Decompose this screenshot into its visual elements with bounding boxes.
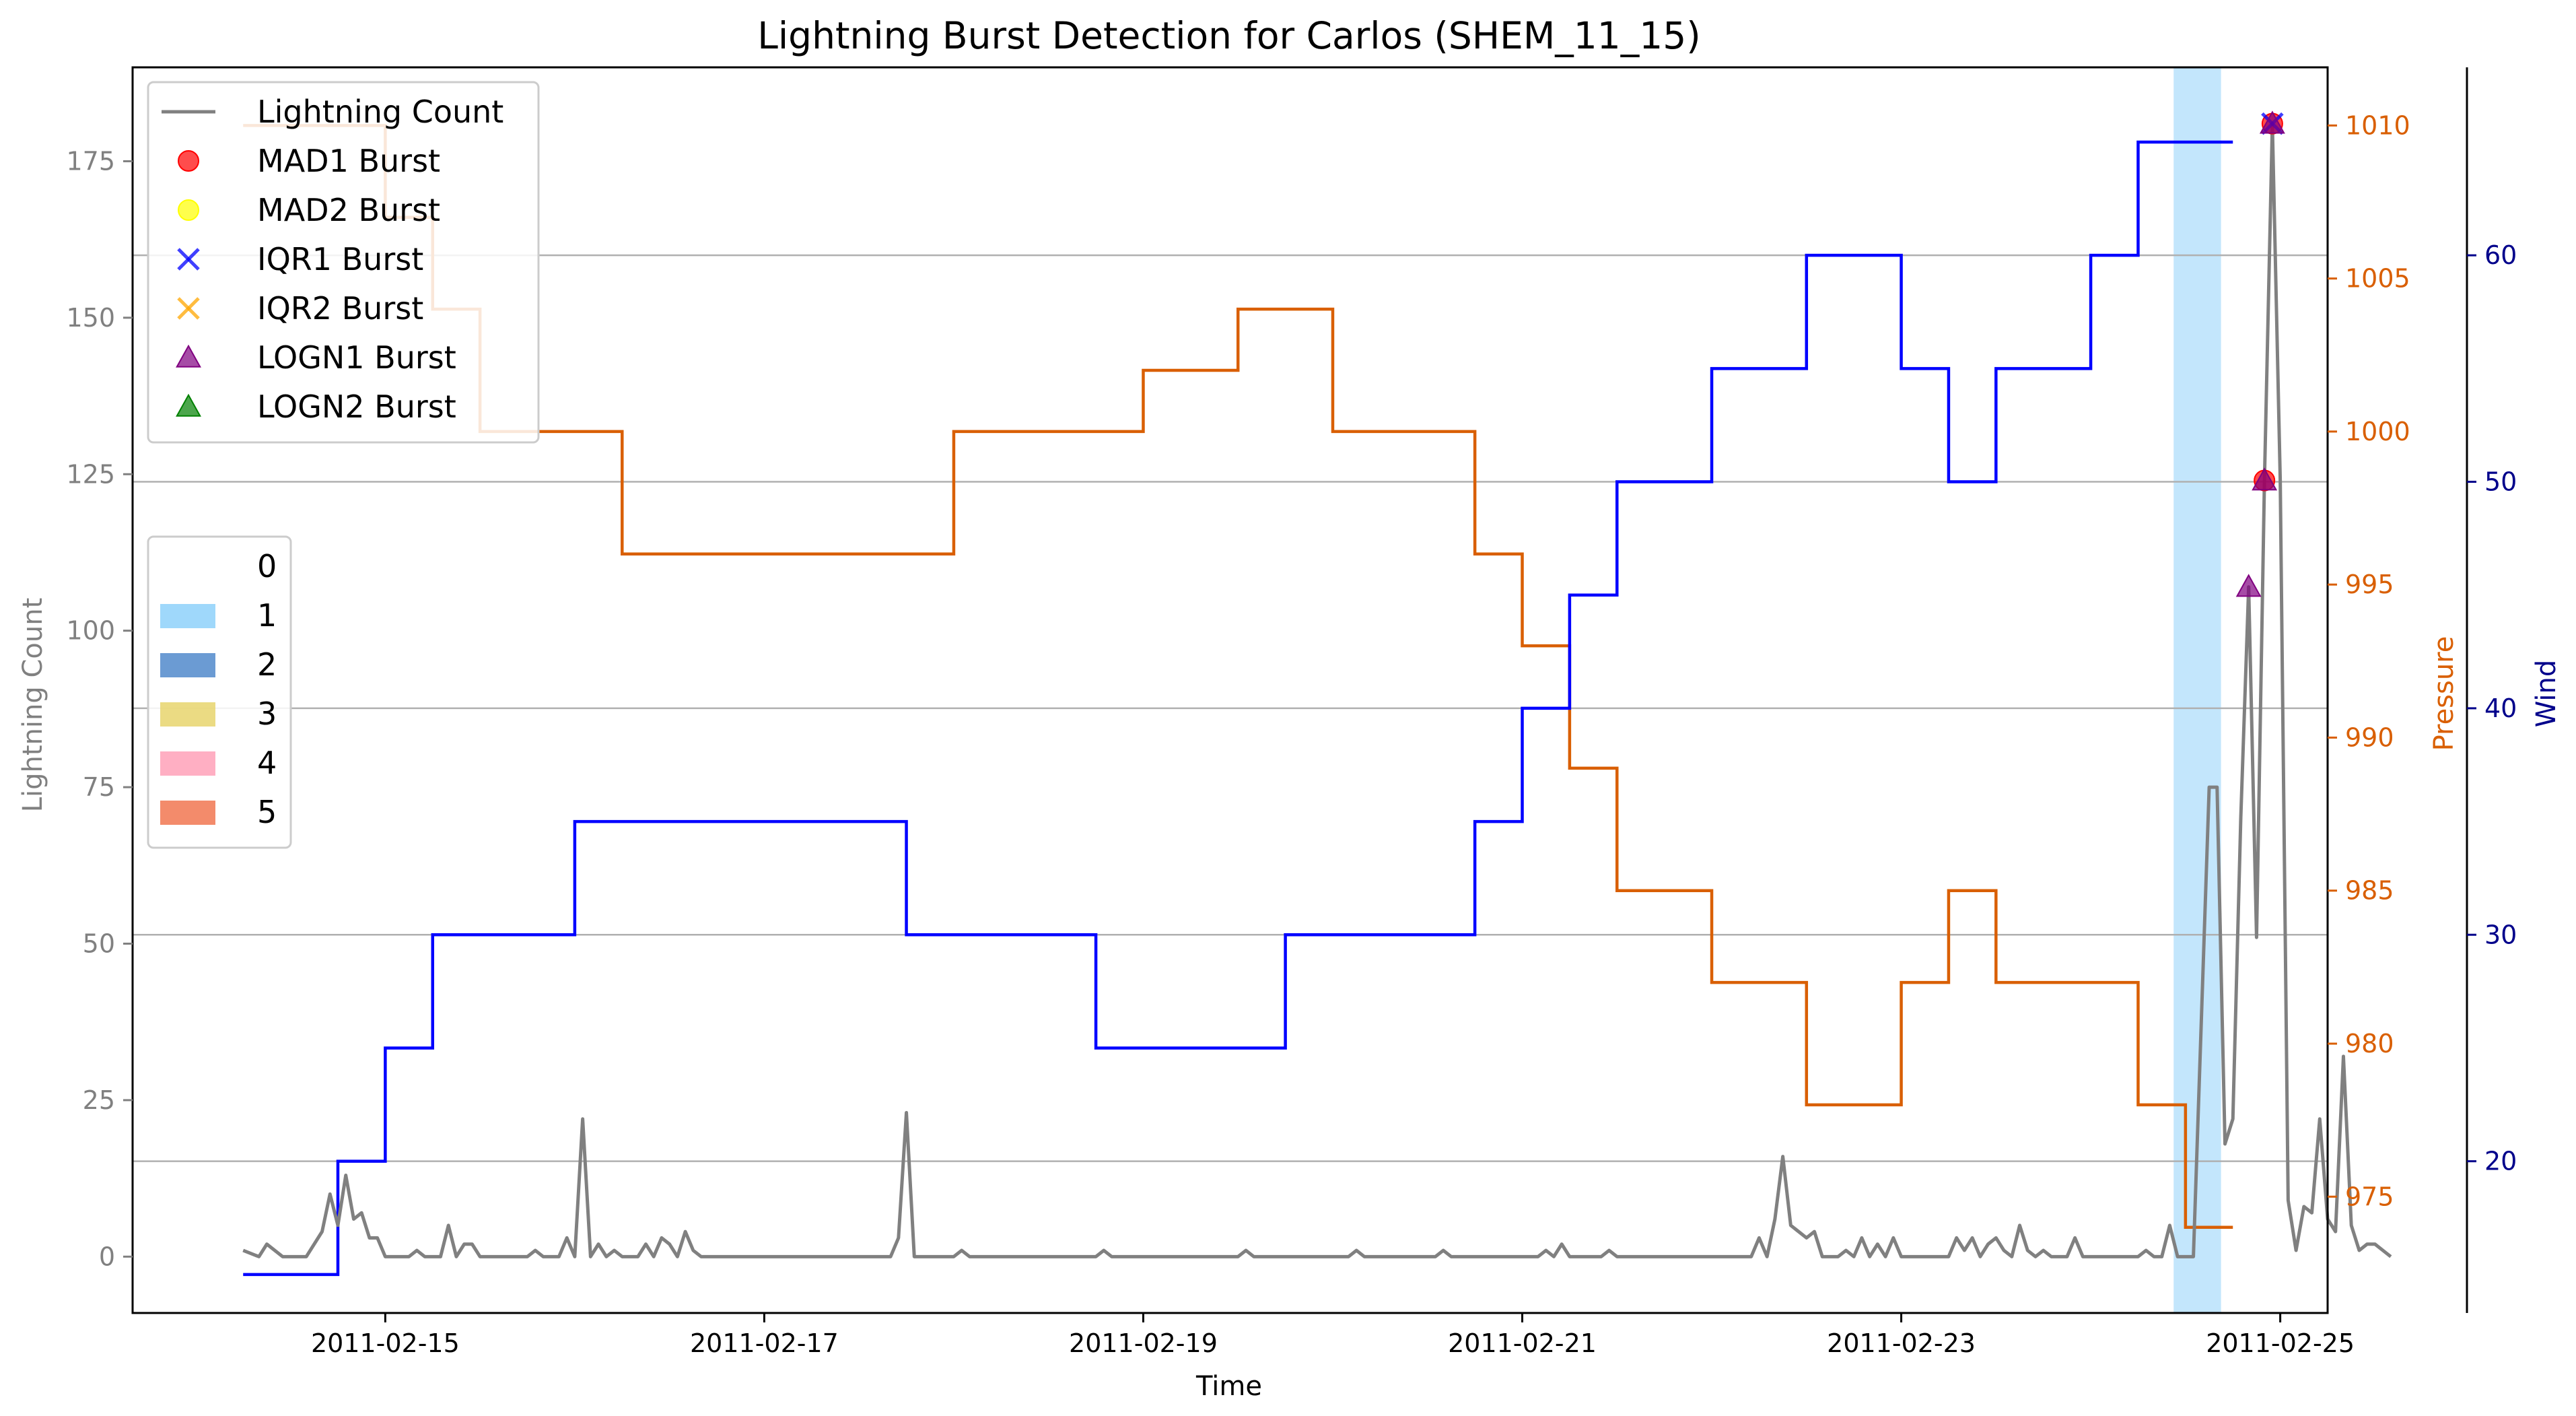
category-swatch-3: [160, 702, 215, 727]
y-tick-label: 100: [66, 616, 115, 646]
plot-frame: [131, 66, 2329, 1314]
category-swatch-0: [160, 555, 215, 579]
y2-tick-label: 995: [2345, 570, 2394, 599]
pressure-line: [243, 124, 2233, 1229]
burst-markers: [2235, 110, 2285, 597]
y-tick-label: 175: [66, 146, 115, 176]
wind-line: [243, 140, 2233, 1277]
series-legend: Lightning Count MAD1 Burst MAD2 Burst IQR1 …: [147, 81, 540, 444]
category-label: 0: [257, 548, 277, 584]
x-tick-label: 2011-02-25: [2206, 1328, 2355, 1358]
legend-label: LOGN2 Burst: [257, 389, 456, 425]
legend-x-swatch: [177, 248, 200, 271]
logn1-burst-marker: [2259, 110, 2285, 134]
legend-label: LOGN1 Burst: [257, 339, 456, 376]
x-axis-label: Time: [1195, 1371, 1262, 1402]
y-axis-label-pressure: Pressure: [2429, 636, 2460, 751]
category-label: 5: [257, 794, 277, 830]
legend-label: IQR1 Burst: [257, 241, 423, 277]
category-label: 1: [257, 597, 277, 634]
legend-circle-swatch: [178, 150, 199, 172]
category-label: 2: [257, 646, 277, 683]
category-label: 4: [257, 745, 277, 781]
chart-title: Lightning Burst Detection for Carlos (SH…: [757, 14, 1700, 57]
legend-triangle-swatch: [176, 344, 201, 368]
y2-tick-label: 980: [2345, 1029, 2394, 1058]
x-tick-label: 2011-02-23: [1827, 1328, 1976, 1358]
y3-tick-label: 60: [2484, 240, 2517, 270]
y-tick-label: 25: [83, 1085, 115, 1115]
x-tick-label: 2011-02-21: [1448, 1328, 1597, 1358]
legend-label: Lightning Count: [257, 94, 503, 130]
legend-triangle-swatch: [176, 393, 201, 417]
x-tick-label: 2011-02-15: [311, 1328, 460, 1358]
legend-x-swatch-stroke-b: [177, 297, 200, 320]
legend-x-swatch-stroke-b: [177, 248, 200, 271]
y2-tick-label: 985: [2345, 876, 2394, 906]
y2-tick-label: 975: [2345, 1182, 2394, 1211]
y3-tick-label: 50: [2484, 467, 2517, 497]
legend-circle-swatch: [178, 199, 199, 221]
y-axis-label-wind: Wind: [2531, 660, 2562, 728]
category-swatch-1: [160, 604, 215, 628]
category-label: 3: [257, 696, 277, 732]
series-legend-box: [147, 81, 540, 444]
y-tick-label: 0: [99, 1242, 115, 1271]
lightning-count-line: [242, 122, 2392, 1258]
category-swatch-5: [160, 801, 215, 825]
y3-tick-label: 30: [2484, 920, 2517, 949]
y2-tick-label: 990: [2345, 722, 2394, 752]
series-lines: [242, 122, 2392, 1277]
y2-tick-label: 1000: [2345, 417, 2410, 446]
y2-tick-label: 1010: [2345, 110, 2410, 140]
y3-tick-label: 20: [2484, 1147, 2517, 1176]
y-tick-label: 50: [83, 929, 115, 959]
plot-border: [131, 66, 2329, 1314]
y-tick-label: 125: [66, 459, 115, 489]
y-tick-label: 75: [83, 772, 115, 802]
legend-label: MAD2 Burst: [257, 192, 440, 228]
x-tick-label: 2011-02-19: [1069, 1328, 1218, 1358]
legend-label: IQR2 Burst: [257, 290, 423, 327]
category-legend: 0 1 2 3 4 5: [147, 535, 292, 849]
y3-tick-label: 40: [2484, 694, 2517, 723]
x-tick-label: 2011-02-17: [690, 1328, 839, 1358]
legend-label: MAD1 Burst: [257, 143, 440, 179]
legend-x-swatch: [177, 297, 200, 320]
y-axis-label-lightning: Lightning Count: [18, 598, 48, 813]
axes: 2011-02-15 2011-02-17 2011-02-19 2011-02-21…: [66, 67, 2517, 1358]
y2-tick-label: 1005: [2345, 264, 2410, 294]
logn1-burst-marker: [2235, 574, 2262, 597]
category-swatch-4: [160, 751, 215, 776]
y-tick-label: 150: [66, 303, 115, 333]
logn1-burst-marker: [2252, 467, 2278, 491]
category-swatch-2: [160, 653, 215, 677]
